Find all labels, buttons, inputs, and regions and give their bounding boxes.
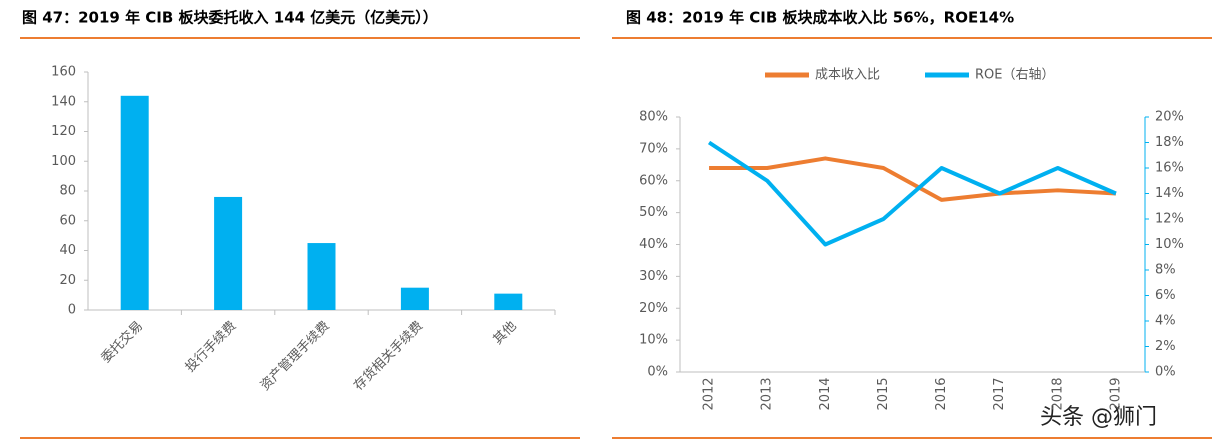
series-line bbox=[707, 140, 1117, 247]
y2-tick-label: 0% bbox=[1155, 365, 1176, 380]
chart-title: 图 48：2019 年 CIB 板块成本收入比 56%，ROE14% bbox=[626, 9, 1014, 27]
chart-title: 图 47：2019 年 CIB 板块委托收入 144 亿美元（亿美元）） bbox=[22, 9, 438, 27]
y-tick-label: 10% bbox=[639, 333, 668, 348]
bar bbox=[494, 293, 523, 310]
x-tick-label: 2019 bbox=[1108, 377, 1123, 410]
bar bbox=[307, 243, 336, 310]
x-tick-label: 2015 bbox=[876, 377, 891, 410]
x-tick-label: 其他 bbox=[491, 319, 520, 348]
y-tick-label: 0% bbox=[647, 365, 668, 380]
y2-tick-label: 4% bbox=[1155, 314, 1176, 329]
y2-tick-label: 14% bbox=[1155, 186, 1184, 201]
x-tick-label: 2014 bbox=[818, 377, 833, 410]
x-tick-label: 2013 bbox=[760, 377, 775, 410]
y-tick-label: 40% bbox=[639, 237, 668, 252]
x-tick-label: 存货相关手续费 bbox=[351, 318, 427, 394]
legend-label: ROE（右轴） bbox=[975, 68, 1054, 83]
y2-tick-label: 8% bbox=[1155, 263, 1176, 278]
bar bbox=[400, 287, 429, 310]
watermark: 头条 @狮门 bbox=[1040, 405, 1157, 430]
series-line bbox=[709, 156, 1117, 202]
y2-tick-label: 12% bbox=[1155, 212, 1184, 227]
y2-tick-label: 16% bbox=[1155, 161, 1184, 176]
bar bbox=[120, 95, 149, 310]
y2-tick-label: 2% bbox=[1155, 339, 1176, 354]
y-tick-label: 50% bbox=[639, 205, 668, 220]
y-tick-label: 20% bbox=[639, 301, 668, 316]
y-tick-label: 70% bbox=[639, 141, 668, 156]
y-tick-label: 40 bbox=[59, 243, 76, 258]
y-tick-label: 60 bbox=[59, 213, 76, 228]
x-tick-label: 投行手续费 bbox=[182, 318, 239, 375]
x-tick-label: 2016 bbox=[934, 377, 949, 410]
y-tick-label: 30% bbox=[639, 269, 668, 284]
y2-tick-label: 10% bbox=[1155, 237, 1184, 252]
y-tick-label: 140 bbox=[51, 94, 76, 109]
bar bbox=[214, 196, 243, 310]
y-tick-label: 100 bbox=[51, 154, 76, 169]
y-tick-label: 0 bbox=[68, 303, 76, 318]
x-tick-label: 2012 bbox=[702, 377, 717, 410]
x-tick-label: 2017 bbox=[992, 377, 1007, 410]
x-tick-label: 资产管理手续费 bbox=[258, 319, 333, 394]
y-tick-label: 160 bbox=[51, 65, 76, 80]
legend-label: 成本收入比 bbox=[815, 68, 880, 83]
y2-tick-label: 18% bbox=[1155, 135, 1184, 150]
y-tick-label: 60% bbox=[639, 173, 668, 188]
y-tick-label: 20 bbox=[59, 273, 76, 288]
y-tick-label: 80 bbox=[59, 184, 76, 199]
y2-tick-label: 6% bbox=[1155, 288, 1176, 303]
x-tick-label: 2018 bbox=[1050, 377, 1065, 410]
y2-tick-label: 20% bbox=[1155, 110, 1184, 125]
y-tick-label: 120 bbox=[51, 124, 76, 139]
y-tick-label: 80% bbox=[639, 110, 668, 125]
x-tick-label: 委托交易 bbox=[98, 318, 146, 366]
